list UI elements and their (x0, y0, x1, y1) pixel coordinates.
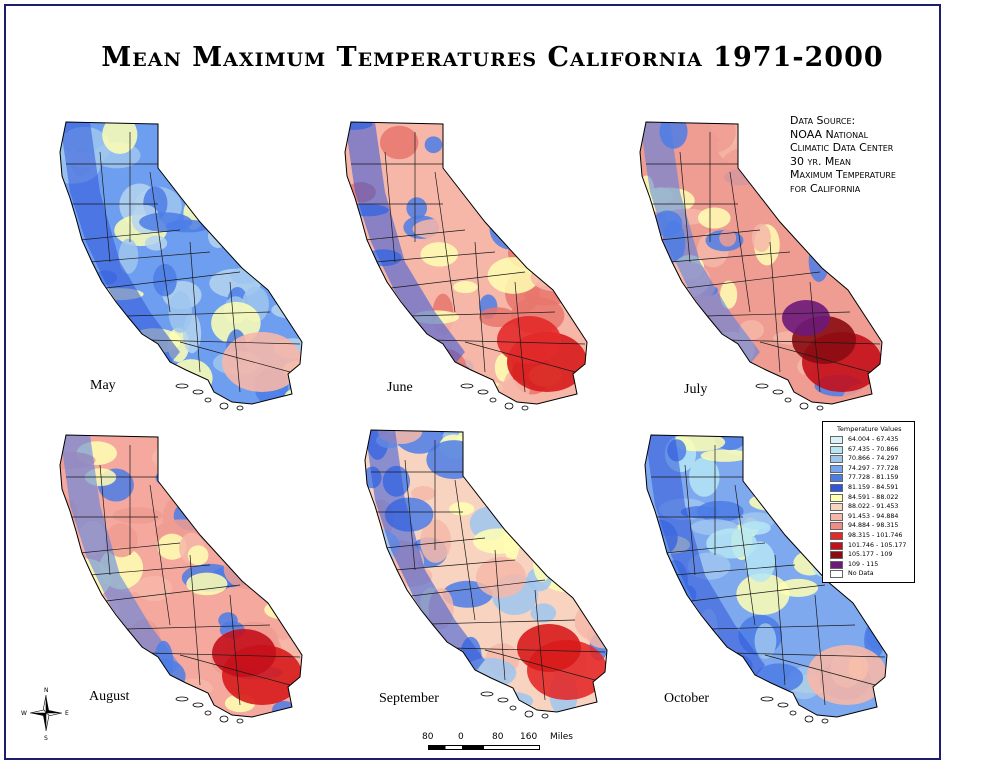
legend-label: 94.884 - 98.315 (848, 522, 899, 530)
scale-tick-label: 160 (520, 732, 538, 742)
legend-item: 67.435 - 70.866 (830, 445, 914, 455)
source-line: Maximum Temperature (790, 168, 896, 181)
month-label: September (379, 691, 439, 706)
legend-swatch (830, 522, 843, 531)
california-map-svg (344, 121, 588, 411)
legend-item: 101.746 - 105.177 (830, 541, 914, 551)
california-map-svg (639, 121, 883, 411)
legend-label: 64.004 - 67.435 (848, 436, 899, 443)
legend-label: 84.591 - 88.022 (848, 493, 899, 501)
scale-unit: Miles (550, 732, 573, 742)
scale-bar-graphic (428, 745, 540, 750)
legend-label: 70.866 - 74.297 (848, 455, 899, 463)
legend-swatch (830, 455, 843, 464)
month-label: June (387, 380, 413, 395)
source-line: Climatic Data Center (790, 141, 894, 154)
map-frame (4, 4, 941, 760)
legend-swatch (830, 503, 843, 512)
california-map-september (335, 420, 635, 720)
data-source-note: Data Source: NOAA National Climatic Data… (790, 114, 896, 195)
legend-item: 74.297 - 77.728 (830, 464, 914, 474)
california-map-svg (59, 121, 303, 411)
legend-label: 81.159 - 84.591 (848, 484, 899, 491)
legend-swatch (830, 436, 843, 444)
legend-title: Temperature Values (837, 425, 902, 433)
legend-item: 105.177 - 109 (830, 551, 914, 560)
legend-item: 94.884 - 98.315 (830, 522, 914, 531)
legend-item: 109 - 115 (830, 560, 914, 570)
legend-label: 67.435 - 70.866 (848, 445, 899, 453)
legend-swatch (830, 474, 843, 483)
legend-item: 64.004 - 67.435 (830, 436, 914, 445)
california-map-may (30, 112, 330, 412)
legend-label: 105.177 - 109 (848, 551, 893, 559)
california-map-svg (59, 434, 303, 724)
legend-swatch (830, 484, 843, 492)
legend-label: 74.297 - 77.728 (848, 464, 899, 472)
scale-tick-label: 80 (492, 732, 504, 742)
legend-swatch (830, 493, 843, 502)
legend-swatch (830, 541, 843, 550)
legend-swatch (830, 551, 843, 560)
legend-swatch (830, 560, 843, 569)
legend-item: 88.022 - 91.453 (830, 503, 914, 512)
california-map-june (315, 112, 615, 412)
legend-label: 77.728 - 81.159 (848, 474, 899, 482)
legend-item: 81.159 - 84.591 (830, 484, 914, 493)
legend-item: 70.866 - 74.297 (830, 455, 914, 464)
scale-tick-label: 80 (422, 732, 434, 742)
legend-swatch (830, 570, 843, 579)
north-arrow-compass: N S E W (20, 685, 72, 742)
page-title: Mean Maximum Temperatures California 197… (101, 42, 884, 73)
compass-e: E (65, 710, 69, 717)
scale-tick-label: 0 (458, 732, 464, 742)
california-map-svg (364, 429, 608, 719)
legend-label: No Data (848, 570, 874, 578)
legend-swatch (830, 464, 843, 473)
compass-w: W (21, 710, 27, 717)
legend-item: 91.453 - 94.884 (830, 512, 914, 522)
legend-item: No Data (830, 570, 914, 579)
california-map-august (30, 425, 330, 725)
source-line: Data Source: (790, 114, 856, 127)
compass-n: N (44, 687, 49, 694)
scale-bar: 80 0 80 160 Miles (410, 732, 580, 754)
legend-swatch (830, 532, 843, 540)
compass-rose-icon: N S E W (21, 687, 69, 742)
month-label: August (89, 689, 130, 704)
source-line: 30 yr. Mean (790, 154, 851, 168)
legend-label: 101.746 - 105.177 (848, 541, 907, 549)
legend-label: 98.315 - 101.746 (848, 532, 903, 539)
source-line: NOAA National (790, 127, 869, 141)
legend-item: 98.315 - 101.746 (830, 532, 914, 541)
month-label: May (90, 378, 116, 393)
month-label: July (684, 382, 708, 397)
legend-swatch (830, 512, 843, 521)
california-map-july (610, 112, 910, 412)
source-line: for California (790, 181, 861, 195)
legend-label: 91.453 - 94.884 (848, 512, 899, 520)
legend-item: 77.728 - 81.159 (830, 474, 914, 483)
legend-swatch (830, 445, 843, 454)
compass-s: S (44, 735, 48, 741)
legend-label: 88.022 - 91.453 (848, 503, 899, 511)
legend-label: 109 - 115 (848, 560, 879, 568)
month-label: October (664, 691, 710, 706)
temperature-legend: Temperature Values 64.004 - 67.435 67.435… (822, 421, 915, 583)
legend-item: 84.591 - 88.022 (830, 493, 914, 503)
